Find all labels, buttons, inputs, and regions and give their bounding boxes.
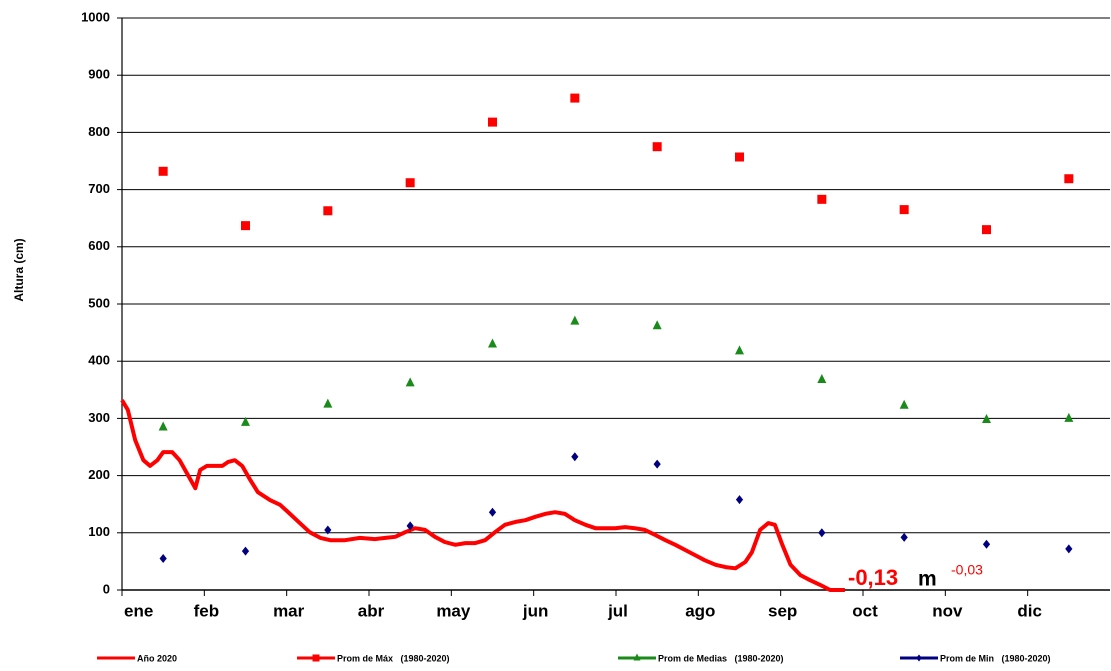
legend-item: Año 2020 xyxy=(97,653,177,663)
x-tick-label: sep xyxy=(768,601,797,620)
marker-triangle xyxy=(633,653,641,661)
marker-square xyxy=(817,194,827,204)
marker-square xyxy=(899,205,909,215)
marker-triangle xyxy=(735,345,744,355)
marker-square xyxy=(982,225,991,235)
marker-triangle xyxy=(982,414,991,424)
legend-item: Prom de Min (1980-2020) xyxy=(900,653,1051,663)
marker-diamond xyxy=(571,452,579,462)
y-tick-label: 700 xyxy=(88,181,110,196)
marker-triangle xyxy=(241,416,250,426)
legend-item: Prom de Medias (1980-2020) xyxy=(618,653,784,663)
marker-triangle xyxy=(899,399,909,409)
x-tick-label: ene xyxy=(124,601,153,620)
marker-diamond xyxy=(488,507,497,517)
marker-triangle xyxy=(570,315,580,325)
marker-square xyxy=(735,152,744,162)
x-tick-label: dic xyxy=(1017,601,1042,620)
marker-square xyxy=(323,206,333,216)
x-tick-label: may xyxy=(436,601,471,620)
marker-square xyxy=(652,142,662,152)
legend-label: Prom de Min (1980-2020) xyxy=(940,653,1051,663)
marker-square xyxy=(312,654,320,662)
marker-diamond xyxy=(406,521,414,531)
x-tick-label: nov xyxy=(932,601,963,620)
legend-label: Prom de Máx (1980-2020) xyxy=(337,653,450,663)
marker-diamond xyxy=(818,528,826,538)
marker-diamond xyxy=(916,654,922,662)
marker-diamond xyxy=(159,554,167,564)
x-tick-label: feb xyxy=(194,601,220,620)
y-tick-label: 100 xyxy=(88,524,110,539)
data-line xyxy=(120,399,845,592)
marker-triangle xyxy=(405,377,415,387)
y-axis-label: Altura (cm) xyxy=(12,238,26,301)
marker-diamond xyxy=(241,546,250,556)
x-tick-label: ago xyxy=(685,601,715,620)
marker-square xyxy=(405,178,415,188)
annotation-unit: m xyxy=(918,568,937,591)
x-tick-label: oct xyxy=(852,601,878,620)
marker-square xyxy=(158,166,168,176)
x-tick-label: jun xyxy=(522,601,549,620)
annotation-value: -0,13 xyxy=(848,565,898,590)
y-tick-label: 0 xyxy=(103,581,110,596)
y-tick-label: 400 xyxy=(88,353,110,368)
legend-label: Prom de Medias (1980-2020) xyxy=(658,653,784,663)
x-tick-label: jul xyxy=(607,601,628,620)
marker-triangle xyxy=(488,338,497,348)
marker-diamond xyxy=(900,532,908,542)
y-tick-label: 800 xyxy=(88,124,110,139)
legend-label: Año 2020 xyxy=(137,653,177,663)
marker-diamond xyxy=(982,539,991,549)
marker-triangle xyxy=(652,320,662,330)
y-tick-label: 500 xyxy=(88,295,110,310)
marker-diamond xyxy=(1065,544,1073,554)
marker-diamond xyxy=(653,459,661,469)
x-tick-label: mar xyxy=(273,601,305,620)
marker-diamond xyxy=(735,495,744,505)
marker-triangle xyxy=(158,421,168,431)
marker-triangle xyxy=(817,374,827,384)
annotation-note: -0,03 xyxy=(951,562,983,578)
y-tick-label: 300 xyxy=(88,410,110,425)
y-tick-label: 600 xyxy=(88,238,110,253)
y-tick-label: 200 xyxy=(88,467,110,482)
marker-triangle xyxy=(323,398,333,408)
x-tick-label: abr xyxy=(358,601,385,620)
marker-diamond xyxy=(324,525,332,535)
marker-square xyxy=(570,93,580,103)
y-tick-label: 900 xyxy=(88,67,110,82)
marker-triangle xyxy=(1064,412,1074,422)
marker-square xyxy=(488,117,497,127)
legend-item: Prom de Máx (1980-2020) xyxy=(297,653,450,663)
y-tick-label: 1000 xyxy=(81,9,110,24)
marker-square xyxy=(1064,174,1074,184)
marker-square xyxy=(241,221,250,231)
